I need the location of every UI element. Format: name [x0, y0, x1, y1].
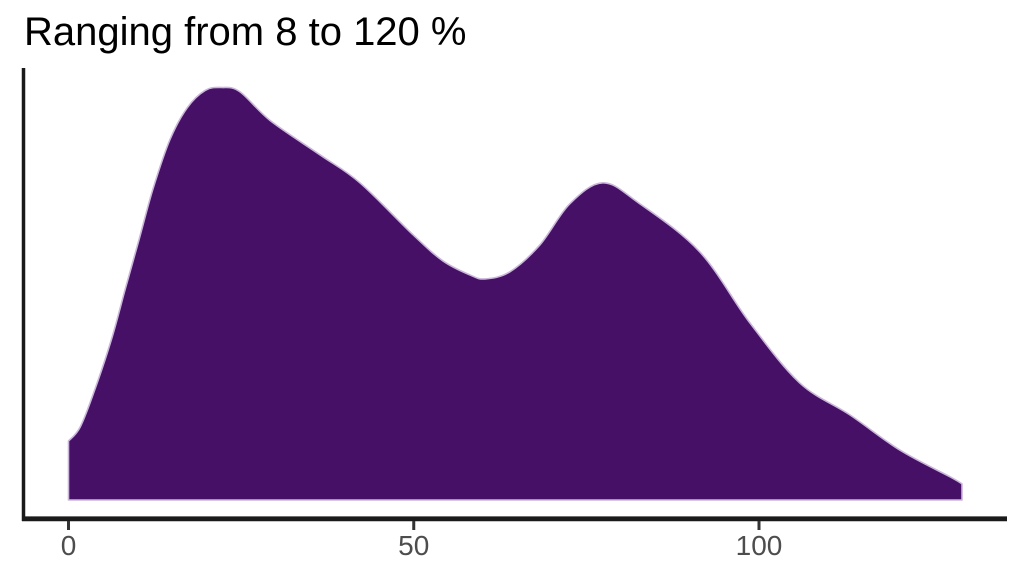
x-tick-label: 0 [60, 530, 77, 561]
density-area-shape [67, 86, 963, 501]
x-tick-label: 100 [735, 530, 783, 561]
x-axis-ticks [67, 521, 761, 530]
chart-title: Ranging from 8 to 120 % [24, 10, 467, 54]
x-tick-label: 50 [398, 530, 430, 561]
